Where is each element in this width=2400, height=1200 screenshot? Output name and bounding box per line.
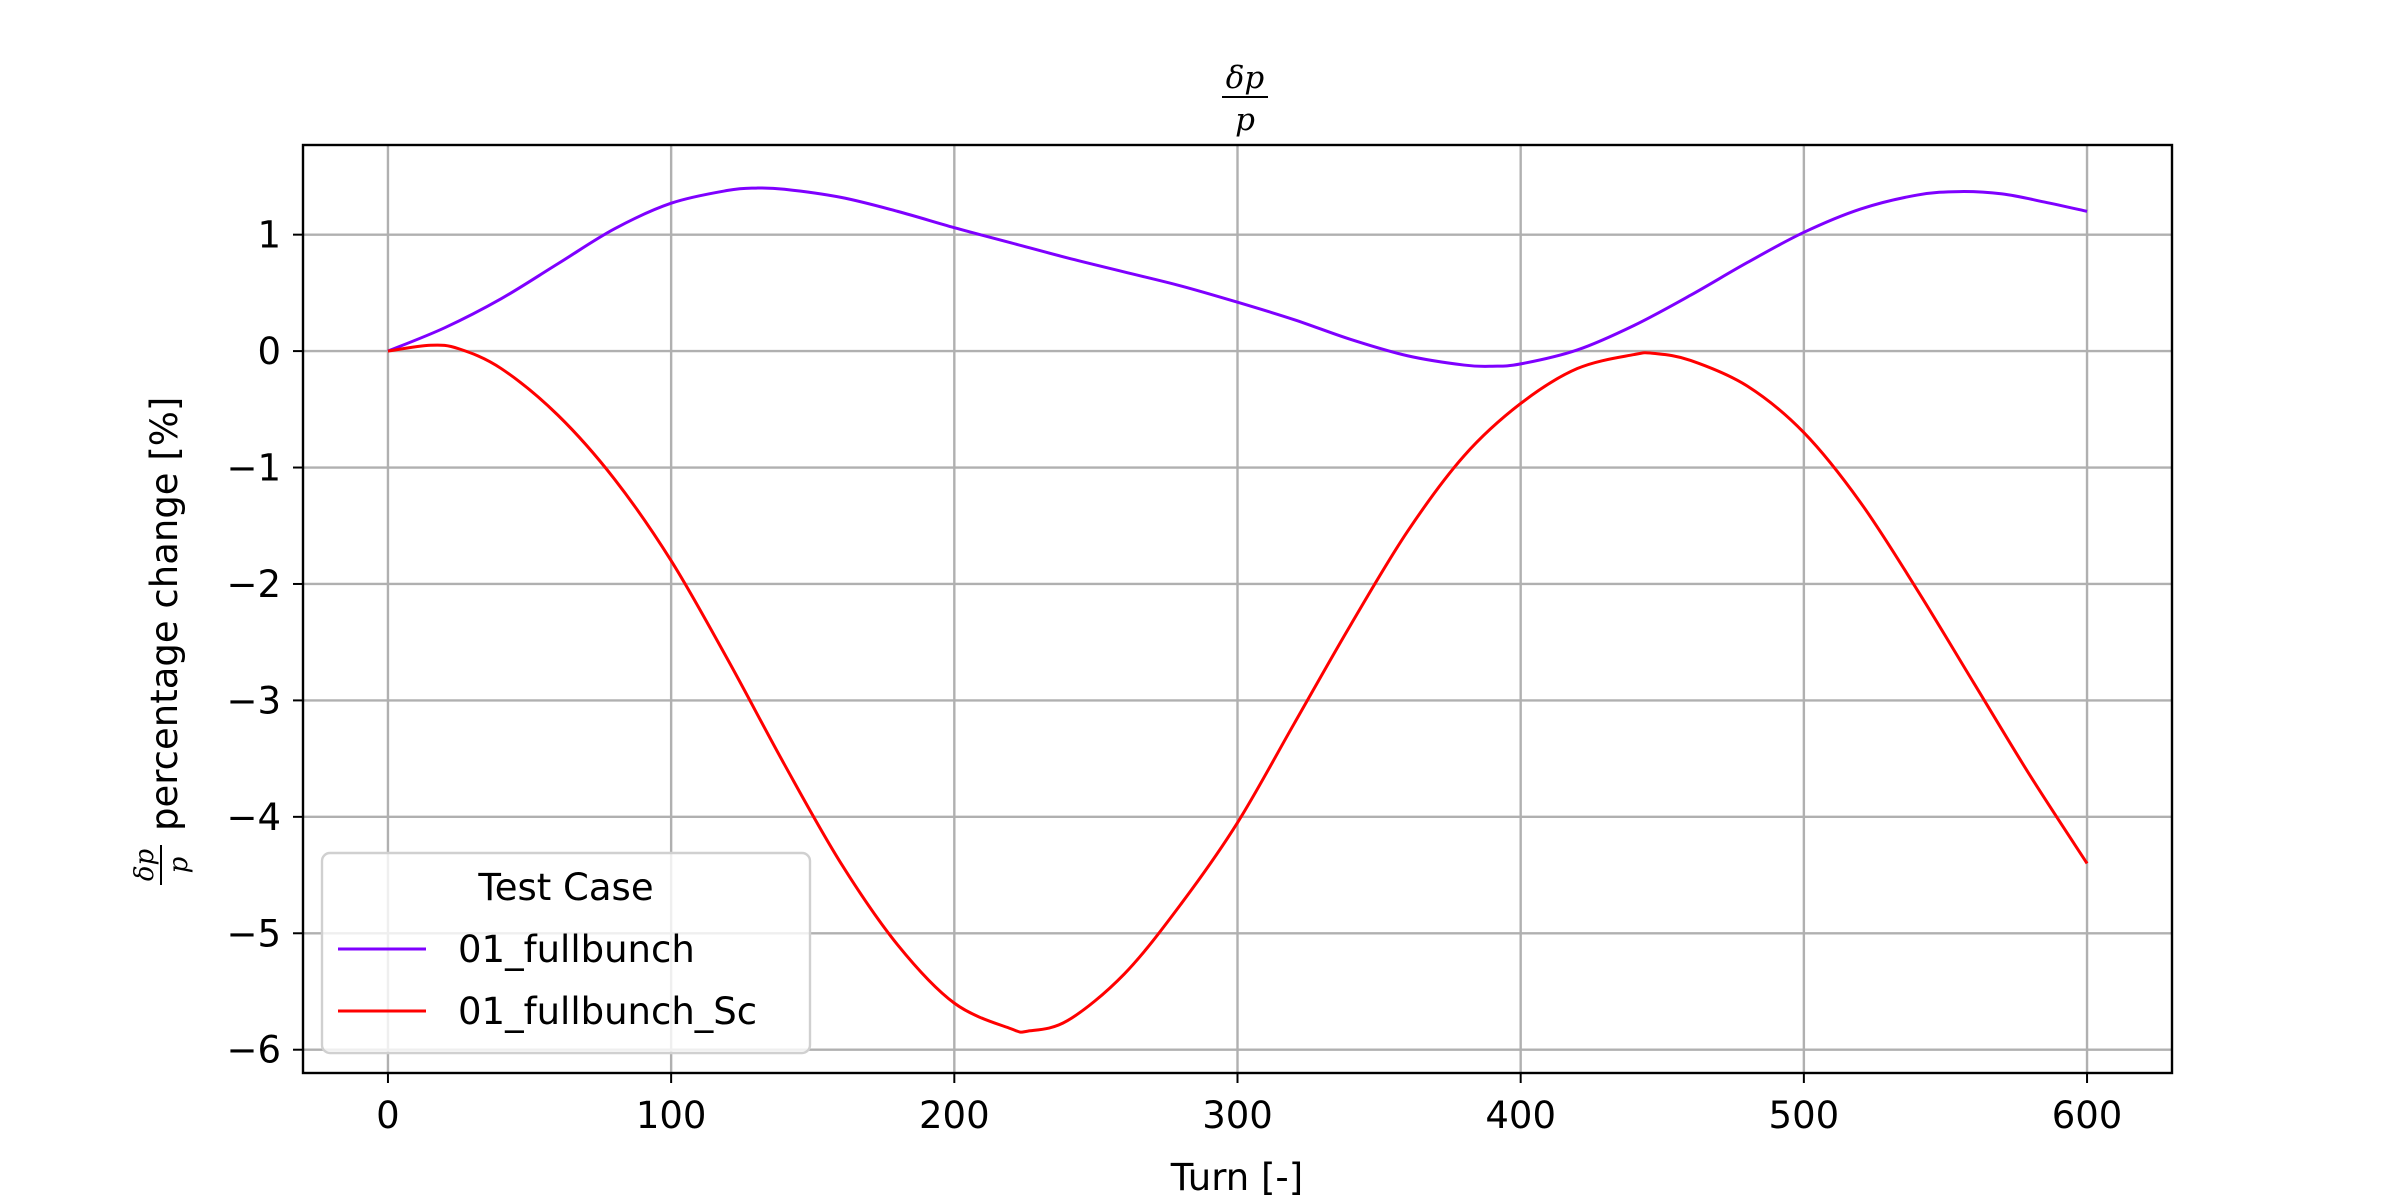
y-tick-label: −3 xyxy=(226,679,281,722)
x-tick-label: 200 xyxy=(919,1094,990,1137)
legend: Test Case 01_fullbunch 01_fullbunch_Sc xyxy=(320,851,812,1055)
x-tick-label: 500 xyxy=(1769,1094,1840,1137)
series-layer xyxy=(387,186,2089,1034)
y-axis-label-text: percentage change [%] xyxy=(143,397,186,831)
series-line-01-fullbunch xyxy=(387,186,2088,368)
x-tick-label: 400 xyxy=(1485,1094,1556,1137)
ticks: 0 100 200 300 400 500 600 1 0 −1 −2 −3 −4 −5 −6 xyxy=(226,214,2122,1137)
x-axis-label: Turn [-] xyxy=(1170,1156,1303,1199)
legend-box xyxy=(320,851,812,1055)
legend-label-01-fullbunch: 01_fullbunch xyxy=(458,928,695,971)
chart-title-denominator: p xyxy=(1235,102,1255,138)
x-tick-label: 300 xyxy=(1202,1094,1273,1137)
y-tick-label: −5 xyxy=(226,912,281,955)
y-tick-label: 0 xyxy=(257,330,281,373)
y-tick-label: −4 xyxy=(226,796,281,839)
y-axis-label-numerator: δp xyxy=(130,848,160,881)
chart-title: δp p xyxy=(1222,60,1268,138)
y-tick-label: −2 xyxy=(226,563,281,606)
y-tick-label: −6 xyxy=(226,1029,281,1072)
legend-label-01-fullbunch-sc: 01_fullbunch_Sc xyxy=(458,990,757,1033)
y-tick-label: −1 xyxy=(226,447,281,490)
x-tick-label: 600 xyxy=(2052,1094,2123,1137)
y-tick-label: 1 xyxy=(257,214,281,257)
x-tick-label: 100 xyxy=(636,1094,707,1137)
chart-title-numerator: δp xyxy=(1226,60,1265,96)
y-axis-label-denominator: p xyxy=(164,856,194,873)
x-tick-label: 0 xyxy=(376,1094,400,1137)
y-axis-label: δp p percentage change [%] xyxy=(130,397,194,885)
grid xyxy=(303,145,2172,1073)
legend-title: Test Case xyxy=(477,866,653,909)
series-line-01-fullbunch-sc xyxy=(387,343,2089,1034)
